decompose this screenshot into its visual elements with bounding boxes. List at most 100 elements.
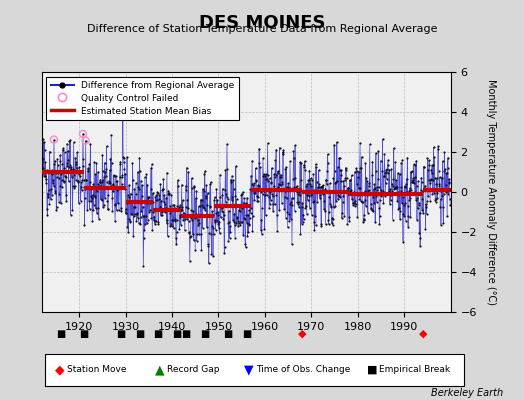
Point	[268, 165, 276, 171]
Point	[245, 220, 254, 227]
Point	[140, 226, 149, 233]
Point	[133, 211, 141, 217]
Point	[321, 208, 329, 214]
Point	[345, 218, 353, 224]
Point	[119, 155, 128, 162]
Point	[310, 226, 319, 233]
Text: ▼: ▼	[244, 364, 254, 376]
Point	[286, 158, 294, 164]
Point	[52, 207, 60, 214]
Point	[352, 165, 361, 172]
Point	[91, 193, 99, 200]
Point	[176, 212, 184, 218]
Point	[400, 213, 408, 220]
Point	[434, 167, 443, 174]
Point	[191, 246, 200, 253]
Point	[342, 164, 350, 171]
Point	[119, 154, 127, 161]
Point	[183, 216, 191, 222]
Text: ◆: ◆	[56, 364, 65, 376]
Point	[165, 190, 173, 197]
Point	[57, 200, 65, 207]
Point	[445, 176, 453, 182]
Point	[241, 241, 249, 248]
Point	[99, 167, 107, 174]
Point	[117, 208, 125, 214]
Point	[265, 205, 274, 211]
Point	[50, 187, 59, 194]
Point	[70, 139, 78, 146]
Point	[53, 174, 61, 180]
Point	[219, 216, 227, 222]
Point	[439, 219, 447, 226]
Point	[91, 171, 100, 178]
Legend: Difference from Regional Average, Quality Control Failed, Estimated Station Mean: Difference from Regional Average, Qualit…	[47, 76, 238, 120]
Point	[195, 231, 203, 238]
Point	[239, 200, 248, 206]
Point	[400, 201, 408, 208]
Point	[208, 223, 216, 230]
Point	[193, 217, 202, 224]
Point	[188, 175, 196, 181]
Point	[382, 166, 390, 173]
Point	[444, 180, 453, 186]
Point	[275, 207, 283, 214]
Point	[44, 194, 52, 200]
Point	[255, 160, 264, 166]
Point	[370, 184, 379, 191]
Point	[307, 175, 315, 182]
Point	[250, 197, 259, 203]
Point	[206, 181, 214, 188]
Point	[187, 207, 195, 213]
Point	[308, 189, 316, 196]
Point	[277, 174, 285, 180]
Point	[144, 194, 152, 201]
Point	[266, 200, 274, 207]
Point	[390, 185, 398, 192]
Point	[173, 216, 181, 223]
Point	[172, 234, 180, 241]
Point	[159, 176, 168, 183]
Point	[343, 186, 351, 193]
Point	[436, 196, 445, 202]
Point	[331, 180, 339, 186]
Point	[129, 177, 137, 183]
Point	[163, 217, 171, 223]
Point	[41, 172, 49, 179]
Point	[150, 213, 158, 220]
Point	[303, 197, 312, 203]
Point	[294, 204, 303, 210]
Point	[190, 237, 198, 244]
Point	[395, 192, 403, 198]
Point	[77, 179, 85, 186]
Point	[408, 179, 417, 185]
Point	[348, 190, 356, 197]
Point	[166, 223, 174, 230]
Point	[294, 191, 302, 197]
Point	[432, 181, 441, 187]
Point	[78, 187, 86, 193]
Point	[231, 222, 239, 228]
Point	[71, 159, 80, 165]
Point	[83, 184, 91, 190]
Text: Difference of Station Temperature Data from Regional Average: Difference of Station Temperature Data f…	[87, 24, 437, 34]
Point	[203, 190, 212, 196]
Point	[92, 186, 100, 192]
Point	[128, 160, 137, 167]
Point	[282, 184, 291, 190]
Point	[201, 206, 210, 213]
Point	[170, 216, 179, 222]
Point	[392, 177, 401, 184]
Point	[85, 206, 94, 212]
Point	[248, 228, 257, 234]
Point	[174, 183, 182, 189]
Point	[313, 199, 322, 206]
Point	[342, 166, 351, 173]
Point	[202, 195, 210, 202]
Point	[180, 211, 189, 217]
Point	[166, 210, 174, 216]
Point	[177, 222, 185, 228]
Point	[189, 231, 197, 238]
Point	[179, 197, 187, 204]
Point	[383, 166, 391, 173]
